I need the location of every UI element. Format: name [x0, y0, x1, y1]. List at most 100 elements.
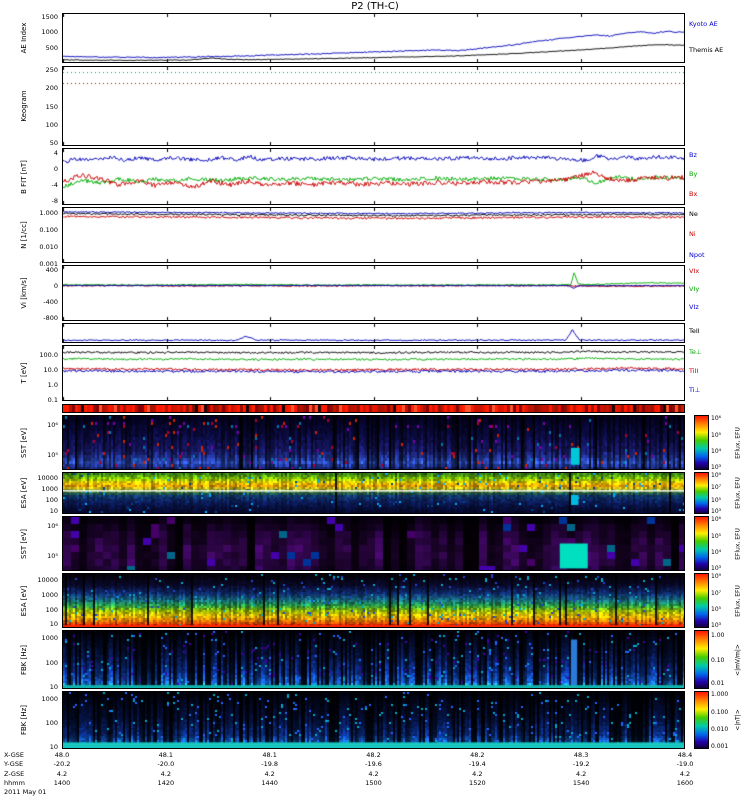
esa_e-colorbar-label: EFlux, EFU	[734, 477, 742, 509]
series-label: VIx	[689, 267, 700, 276]
axis-value: 1540	[572, 778, 590, 787]
esa_i-ytick: 100	[45, 605, 58, 614]
esa_i-ytick: 10000	[37, 576, 58, 585]
esa_e-colorbar-tick: 10³	[711, 508, 722, 516]
esa_e-ytick: 10	[49, 507, 58, 516]
series-label: VIy	[689, 285, 700, 294]
plot-title: P2 (TH-C)	[351, 1, 399, 12]
sst_e-canvas	[63, 416, 684, 469]
axis-value: 4.2	[575, 769, 587, 778]
sst_i-ytick: 10⁵	[47, 551, 58, 560]
series-label: Kyoto AE	[689, 19, 718, 28]
sst_i-colorbar-tick: 10⁵	[711, 532, 722, 540]
esa_i-canvas	[63, 574, 684, 627]
fbk_b-colorbar-gradient	[695, 692, 708, 748]
fbk_b-ytick: 1000	[41, 694, 58, 703]
esa_i-ytick: 1000	[41, 591, 58, 599]
velocity-ytick: 400	[45, 265, 58, 274]
temp-canvas	[63, 346, 684, 400]
axis-value: 1600	[676, 778, 694, 787]
ae-ytick: 1500	[41, 12, 58, 21]
panel-keogram	[62, 66, 685, 146]
axis-value: 1440	[261, 778, 278, 787]
axis-value: 1400	[53, 778, 71, 787]
bfit-ytick: 4	[53, 148, 58, 157]
temp-ytick: 1.0	[47, 380, 58, 389]
axis-value: 48.2	[470, 751, 485, 759]
series-label: Themis AE	[689, 45, 724, 54]
esa_i-colorbar-label: EFlux, EFU	[734, 584, 742, 617]
fbk_e-colorbar-tick: 0.10	[711, 656, 725, 664]
axis-value: 48.3	[573, 751, 589, 759]
keogram-ytick: 150	[45, 102, 58, 111]
keogram-canvas	[63, 67, 684, 145]
axis-row-label-y-gse: Y-GSE	[4, 760, 24, 769]
bfit-ytick: -4	[51, 181, 58, 190]
sst_e-colorbar-tick: 10³	[711, 463, 722, 471]
fbk_b-colorbar-tick: 0.001	[711, 742, 729, 750]
ae-ytick: 500	[45, 43, 58, 52]
axis-value: 1520	[469, 778, 486, 787]
velocity-ytick: 0	[53, 281, 58, 290]
panel-esa_i	[62, 573, 685, 628]
series-label: TeII	[689, 326, 700, 335]
fbk_e-ytick: 100	[45, 658, 58, 667]
ae-ytick: 1000	[41, 28, 58, 37]
fbk_e-colorbar-gradient	[695, 631, 708, 688]
fbk_b-canvas	[63, 692, 684, 748]
series-label: Ne	[689, 210, 698, 219]
axis-value: 48.2	[366, 751, 381, 759]
density-ytick: 0.001	[39, 259, 58, 268]
esa_i-colorbar-tick: 10⁵	[711, 606, 722, 614]
axis-value: 4.2	[56, 769, 68, 778]
axis-value: 4.2	[264, 769, 275, 778]
ae-canvas	[63, 14, 684, 62]
keogram-ytick: 50	[49, 138, 58, 147]
axis-value: 4.2	[160, 769, 171, 778]
series-label: Ni	[689, 230, 696, 239]
bfit-ytick: 0	[53, 164, 58, 173]
panel-velocity	[62, 265, 685, 321]
axis-value: 4.2	[472, 769, 483, 778]
sst_e-ytick: 10⁵	[47, 450, 58, 459]
density-ytick: 1.000	[39, 208, 58, 217]
bfit-ytick: -8	[51, 197, 58, 206]
fbk_e-colorbar	[694, 630, 709, 689]
fbk_e-colorbar-tick: 1.00	[711, 631, 725, 639]
series-label: Bx	[689, 190, 698, 199]
series-label: Npot	[689, 250, 705, 259]
axis-value: 1420	[157, 778, 175, 787]
series-label: Te⊥	[689, 348, 702, 357]
sst_e-colorbar-tick: 10⁵	[711, 431, 722, 439]
axis-value: 4.2	[368, 769, 379, 778]
fbk_e-ytick: 1000	[41, 633, 58, 642]
esa_e-ytick: 1000	[41, 484, 58, 493]
esa_i-colorbar-gradient	[695, 574, 708, 627]
fbk_b-colorbar-label: <|nT|>	[734, 709, 742, 731]
date-label: 2011 May 01	[4, 788, 47, 797]
axis-value: 1500	[365, 778, 382, 787]
esa_e-ytick: 100	[45, 496, 58, 505]
keogram-ytick: 100	[45, 120, 58, 129]
velocity-canvas	[63, 266, 684, 320]
axis-row-label-z-gse: Z-GSE	[4, 769, 25, 778]
flagbar-canvas	[63, 405, 684, 412]
series-label: TiII	[689, 367, 699, 376]
esa_i-colorbar	[694, 573, 709, 628]
esa_e-ytick: 10000	[37, 473, 58, 482]
panel-temp	[62, 345, 685, 401]
fbk_e-ytick: 10	[49, 683, 58, 692]
teii-canvas	[63, 324, 684, 342]
fbk_b-ytick: 100	[45, 718, 58, 727]
series-label: VIz	[689, 302, 699, 311]
axis-value: -19.0	[676, 760, 694, 769]
temp-ytick: 10.0	[43, 365, 58, 374]
fbk_b-colorbar-tick: 0.010	[711, 726, 729, 734]
density-ytick: 0.100	[39, 225, 58, 234]
fbk_e-colorbar-label: <|mV/m|>	[734, 643, 742, 676]
fbk_b-ytick: 10	[49, 743, 58, 752]
sst_e-ytick: 10⁶	[47, 420, 58, 429]
esa_e-colorbar-tick: 10⁷	[711, 484, 722, 492]
sst_e-colorbar-tick: 10⁶	[711, 415, 722, 423]
